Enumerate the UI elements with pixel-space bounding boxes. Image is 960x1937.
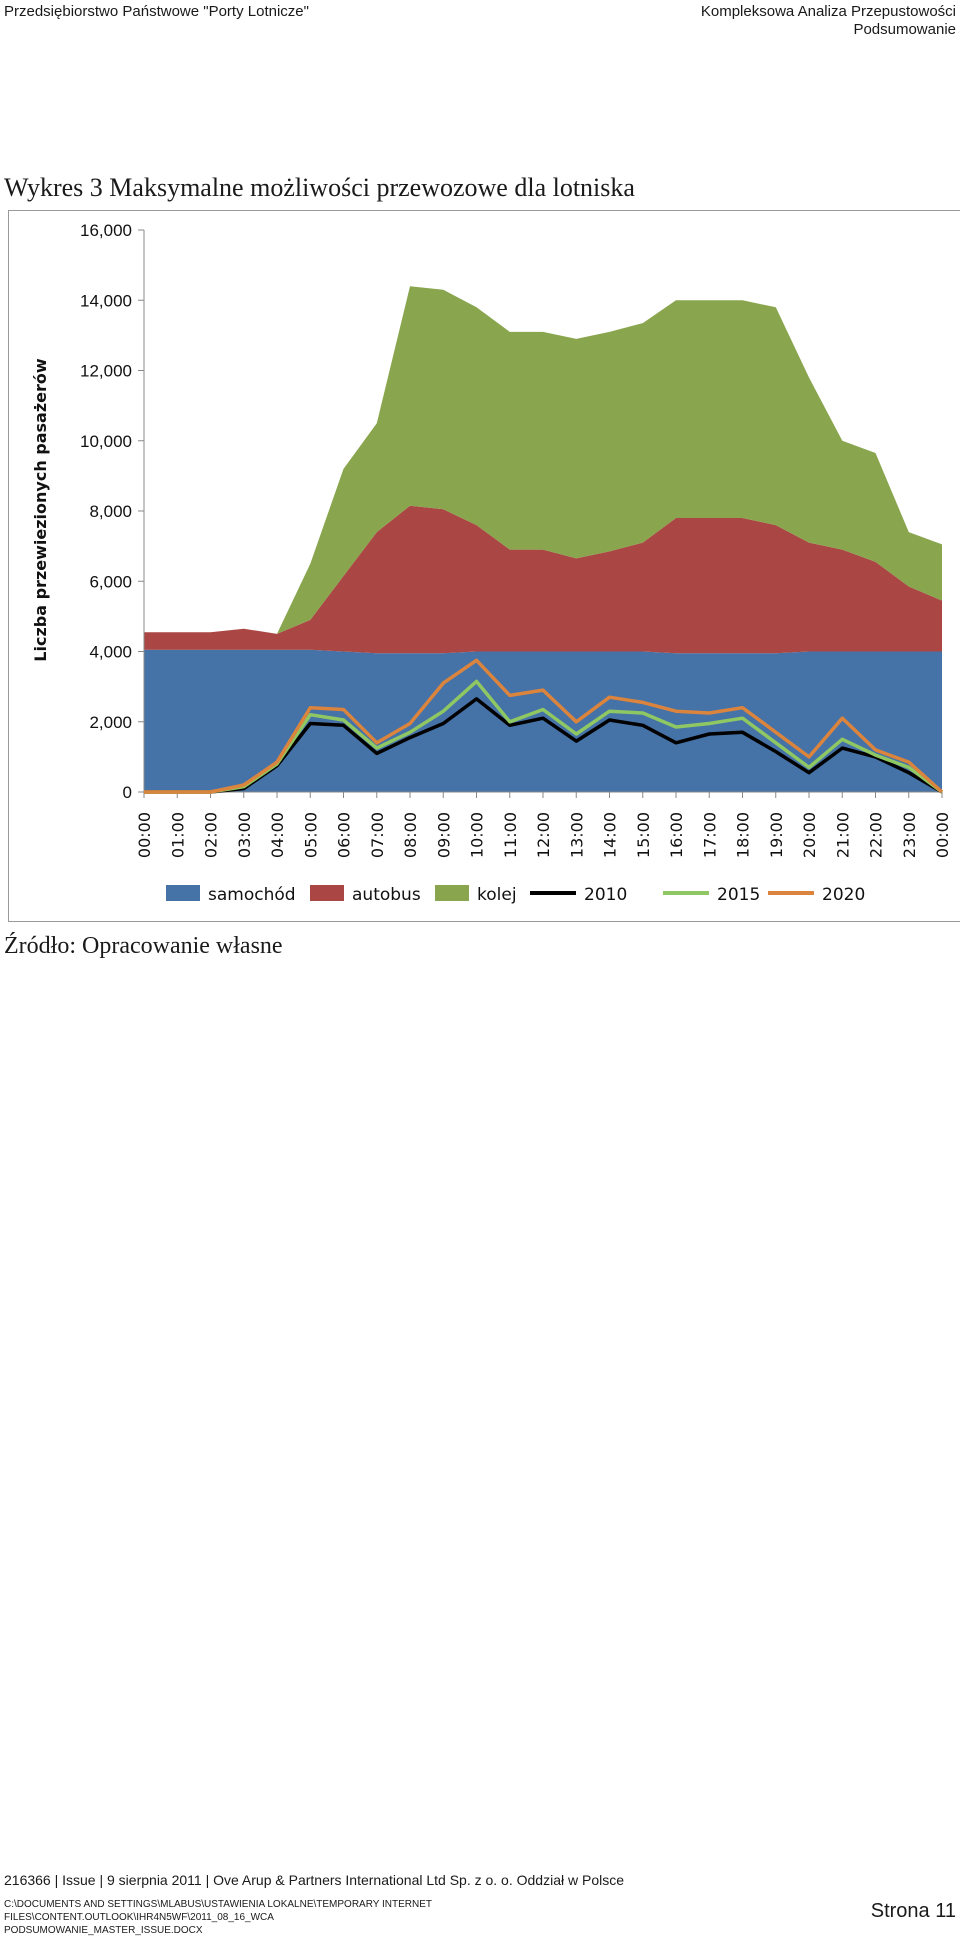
x-tick-label: 15:00: [634, 812, 653, 858]
x-tick-label: 11:00: [501, 812, 520, 858]
x-tick-label: 09:00: [434, 812, 453, 858]
y-tick-label: 0: [123, 783, 132, 802]
x-tick-label: 08:00: [401, 812, 420, 858]
x-tick-label: 22:00: [867, 812, 886, 858]
x-tick-label: 16:00: [667, 812, 686, 858]
x-tick-label: 23:00: [900, 812, 919, 858]
legend-label-samochód: samochód: [208, 885, 296, 905]
x-tick-label: 02:00: [202, 812, 221, 858]
y-tick-label: 6,000: [89, 572, 132, 591]
area-samochód: [144, 649, 942, 792]
x-tick-label: 21:00: [833, 812, 852, 858]
legend-label-2020: 2020: [822, 885, 865, 905]
header-left: Przedsiębiorstwo Państwowe "Porty Lotnic…: [4, 3, 309, 20]
x-tick-label: 20:00: [800, 812, 819, 858]
page-number: Strona 11: [870, 1900, 956, 1922]
y-tick-label: 12,000: [80, 362, 132, 381]
x-tick-label: 17:00: [700, 812, 719, 858]
header-right: Kompleksowa Analiza Przepustowości Podsu…: [701, 3, 956, 39]
header-right-subtitle: Podsumowanie: [853, 21, 956, 38]
x-tick-label: 13:00: [567, 812, 586, 858]
footer-path-line-1: C:\DOCUMENTS AND SETTINGS\MLABUS\USTAWIE…: [4, 1899, 432, 1923]
y-axis-title: Liczba przewiezionych pasażerów: [31, 358, 50, 662]
x-tick-label: 03:00: [235, 812, 254, 858]
header-right-title: Kompleksowa Analiza Przepustowości: [700, 3, 956, 20]
legend-label-2015: 2015: [717, 885, 760, 905]
y-tick-label: 2,000: [89, 713, 132, 732]
x-tick-label: 04:00: [268, 812, 287, 858]
x-tick-label: 00:00: [135, 812, 154, 858]
y-tick-label: 16,000: [80, 221, 132, 240]
x-tick-label: 00:00: [933, 812, 952, 858]
legend-swatch-samochód: [166, 885, 200, 901]
area-kolej: [144, 286, 942, 634]
x-tick-label: 06:00: [335, 812, 354, 858]
chart-frame: [8, 210, 960, 922]
legend-label-2010: 2010: [584, 885, 627, 905]
x-tick-label: 01:00: [168, 812, 187, 858]
legend-swatch-autobus: [310, 885, 344, 901]
legend-label-autobus: autobus: [352, 885, 421, 905]
x-tick-label: 05:00: [301, 812, 320, 858]
y-tick-label: 4,000: [89, 643, 132, 662]
x-tick-label: 10:00: [468, 812, 487, 858]
figure-source: Źródło: Opracowanie własne: [4, 933, 283, 959]
x-tick-label: 12:00: [534, 812, 553, 858]
legend-label-kolej: kolej: [477, 885, 517, 905]
footer-file-path: C:\DOCUMENTS AND SETTINGS\MLABUS\USTAWIE…: [4, 1898, 704, 1937]
legend-swatch-kolej: [435, 885, 469, 901]
y-tick-label: 10,000: [80, 432, 132, 451]
chart: 0 2,000 4,000 6,000 8,000 10,000 12,000 14,000 1…: [31, 221, 952, 905]
x-tick-label: 14:00: [601, 812, 620, 858]
area-autobus: [144, 505, 942, 654]
footer-info: 216366 | Issue | 9 sierpnia 2011 | Ove A…: [4, 1872, 625, 1888]
line-2020: [144, 658, 944, 794]
x-tick-label: 07:00: [368, 812, 387, 858]
footer-path-line-2: PODSUMOWANIE_MASTER_ISSUE.DOCX: [4, 1925, 203, 1936]
x-tick-label: 18:00: [734, 812, 753, 858]
x-tick-label: 19:00: [767, 812, 786, 858]
y-tick-label: 14,000: [80, 291, 132, 310]
y-tick-label: 8,000: [89, 502, 132, 521]
figure-title: Wykres 3 Maksymalne możliwości przewozow…: [4, 173, 635, 202]
